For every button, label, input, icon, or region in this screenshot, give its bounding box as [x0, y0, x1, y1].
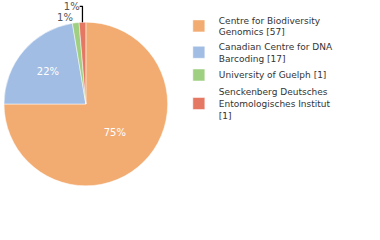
svg-text:Canadian Centre for DNABarcodi: Canadian Centre for DNABarcoding [17] — [219, 42, 333, 64]
svg-text:1%: 1% — [64, 1, 80, 12]
svg-text:Centre for BiodiversityGenomic: Centre for BiodiversityGenomics [57] — [219, 16, 321, 38]
svg-text:75%: 75% — [104, 127, 126, 138]
svg-text:1%: 1% — [57, 12, 73, 23]
svg-text:22%: 22% — [37, 66, 59, 77]
svg-text:Senckenberg DeutschesEntomolog: Senckenberg DeutschesEntomologisches Ins… — [219, 87, 331, 120]
svg-text:University of Guelph [1]: University of Guelph [1] — [219, 70, 327, 80]
